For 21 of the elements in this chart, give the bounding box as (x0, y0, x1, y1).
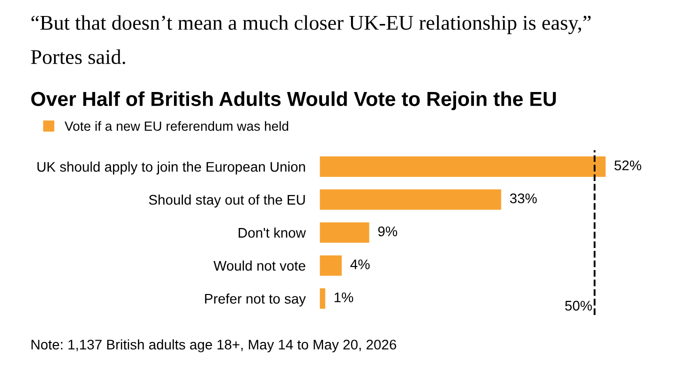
text: Note: 1,137 British adults age 18+, May 14 to May 20, 2026 (32, 339, 396, 352)
bar (320, 189, 502, 210)
y-tick-label: Prefer not to say (205, 294, 306, 306)
data-label: 1% (334, 292, 354, 302)
data-label: 9% (378, 226, 398, 236)
bar (320, 222, 370, 243)
data-label: 4% (350, 260, 370, 270)
bar (320, 156, 606, 177)
data-label: 52% (614, 160, 642, 170)
y-tick-label: Don't know (238, 228, 306, 238)
y-tick-label: Should stay out of the EU (148, 194, 305, 208)
y-tick-label: UK should apply to join the European Union (37, 162, 305, 175)
y-tick-label: Would not vote (214, 260, 306, 271)
bar (320, 255, 342, 276)
text: “But that doesn’t mean a much closer UK-EU relationship is easy,” (31, 15, 591, 34)
chart-title: Over Half of British Adults Would Vote to Rejoin the EU (31, 91, 556, 110)
legend-label: Vote if a new EU referendum was held (64, 121, 288, 131)
text: Portes said. (31, 49, 126, 64)
data-label: 33% (510, 193, 537, 204)
bar (320, 288, 326, 309)
ref-line-label: 50% (565, 300, 592, 311)
